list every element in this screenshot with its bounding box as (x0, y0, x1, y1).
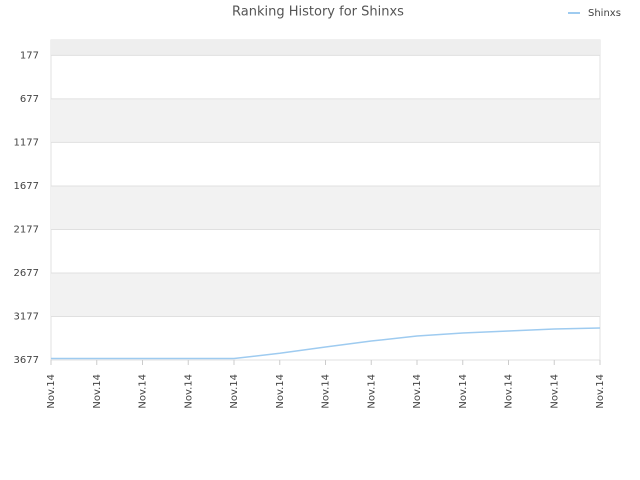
x-tick-label: Nov.14 (549, 374, 560, 409)
x-tick-label: Nov.14 (504, 374, 515, 409)
y-tick-label: 677 (20, 94, 39, 105)
x-tick-label: Nov.14 (275, 374, 286, 409)
x-tick-label: Nov.14 (595, 374, 606, 409)
x-tick-label: Nov.14 (138, 374, 149, 409)
line (51, 327, 601, 360)
y-tick-label: 1177 (14, 137, 39, 148)
grid-band (51, 272, 600, 317)
x-tick-label: Nov.14 (366, 374, 377, 409)
y-tick-label: 2677 (14, 268, 39, 279)
x-tick-label: Nov.14 (412, 374, 423, 409)
y-tick-label: 177 (20, 50, 39, 61)
y-tick-label: 3677 (14, 355, 39, 366)
x-tick-label: Nov.14 (46, 374, 57, 409)
grid-band (51, 98, 600, 143)
y-tick-label: 1677 (14, 181, 39, 192)
y-tick-label: 3177 (14, 311, 39, 322)
x-tick-label: Nov.14 (458, 374, 469, 409)
chart-title: Ranking History for Shinxs (232, 5, 404, 20)
x-tick-label: Nov.14 (321, 374, 332, 409)
y-tick-label: 2177 (14, 224, 39, 235)
x-tick-label: Nov.14 (229, 374, 240, 409)
x-tick-label: Nov.14 (92, 374, 103, 409)
grid-band (51, 40, 600, 56)
legend-label: Shinxs (588, 8, 621, 19)
x-tick-label: Nov.14 (183, 374, 194, 409)
grid-band (51, 185, 600, 230)
